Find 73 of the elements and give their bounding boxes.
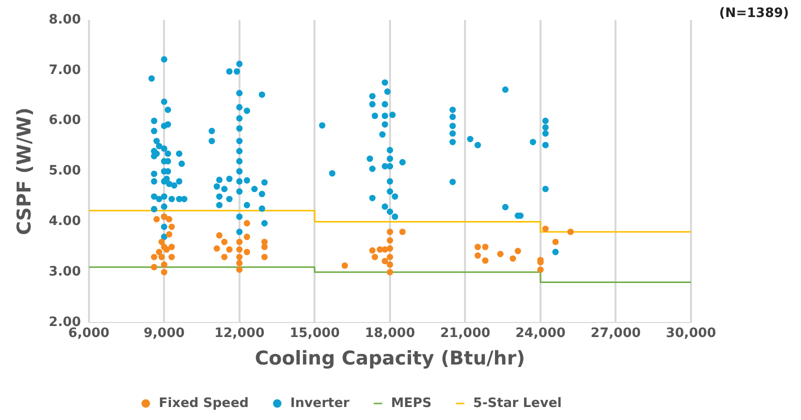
point <box>386 268 394 276</box>
x-tick-label: 18,000 <box>364 326 416 341</box>
point <box>158 238 165 246</box>
point <box>226 246 233 253</box>
y-tick-label: 6.00 <box>48 113 81 128</box>
y-tick-label: 7.00 <box>48 62 81 78</box>
point <box>386 228 394 236</box>
x-tick-label: 30,000 <box>666 326 716 341</box>
y-tick-label: 4.00 <box>48 214 81 230</box>
point <box>166 231 172 238</box>
point <box>537 266 544 273</box>
point <box>342 262 348 269</box>
x-axis-title: Cooling Capacity (Btu/hr) <box>254 348 526 370</box>
x-tick-label: 15,000 <box>290 326 340 341</box>
point <box>216 232 223 239</box>
y-tick-label: 5.00 <box>48 164 81 179</box>
point <box>160 261 168 268</box>
point <box>168 254 175 260</box>
x-tick-label: 24,000 <box>515 326 566 341</box>
point <box>236 246 243 253</box>
x-tick-label: 27,000 <box>590 326 641 341</box>
point <box>156 248 162 256</box>
point <box>567 228 574 236</box>
legend-label: Fixed Speed <box>158 396 249 411</box>
point <box>474 252 481 259</box>
point <box>399 228 406 236</box>
point <box>386 254 394 260</box>
point <box>244 234 250 240</box>
point <box>150 254 158 260</box>
point <box>160 268 168 276</box>
legend-label: MEPS <box>390 396 432 411</box>
y-tick-label: 8.00 <box>48 12 81 28</box>
point <box>168 244 175 250</box>
point <box>474 244 481 250</box>
point <box>369 247 376 254</box>
point <box>168 224 175 230</box>
x-tick-label: 9,000 <box>144 326 185 341</box>
point <box>552 238 559 246</box>
point <box>261 254 268 260</box>
point <box>153 216 160 222</box>
point <box>514 248 522 254</box>
x-tick-label: 21,000 <box>440 326 490 341</box>
point <box>482 244 488 250</box>
point <box>236 238 243 246</box>
x-tick-label: 6,000 <box>68 326 110 341</box>
point <box>244 220 250 226</box>
point <box>510 255 516 262</box>
x-tick-label: 12,000 <box>214 326 264 341</box>
y-axis-title: CSPF (W/W) <box>13 107 36 236</box>
point <box>382 258 388 264</box>
point <box>382 246 388 253</box>
point <box>542 226 549 232</box>
point <box>221 238 228 246</box>
point <box>386 261 394 268</box>
text: (N=1389) <box>719 6 789 21</box>
point <box>236 266 243 273</box>
point <box>163 246 170 253</box>
point <box>166 216 172 222</box>
point <box>214 245 220 252</box>
point <box>158 254 165 260</box>
point <box>221 254 228 260</box>
point <box>150 264 158 270</box>
point <box>244 248 250 256</box>
point <box>386 237 394 244</box>
point <box>497 250 504 258</box>
point <box>236 254 243 260</box>
legend-label: Inverter <box>290 396 350 411</box>
y-tick-label: 3.00 <box>48 264 81 280</box>
point <box>236 260 243 266</box>
point <box>261 244 268 250</box>
legend-label: 5-Star Level <box>473 396 562 411</box>
point <box>372 254 378 260</box>
point <box>482 257 488 264</box>
